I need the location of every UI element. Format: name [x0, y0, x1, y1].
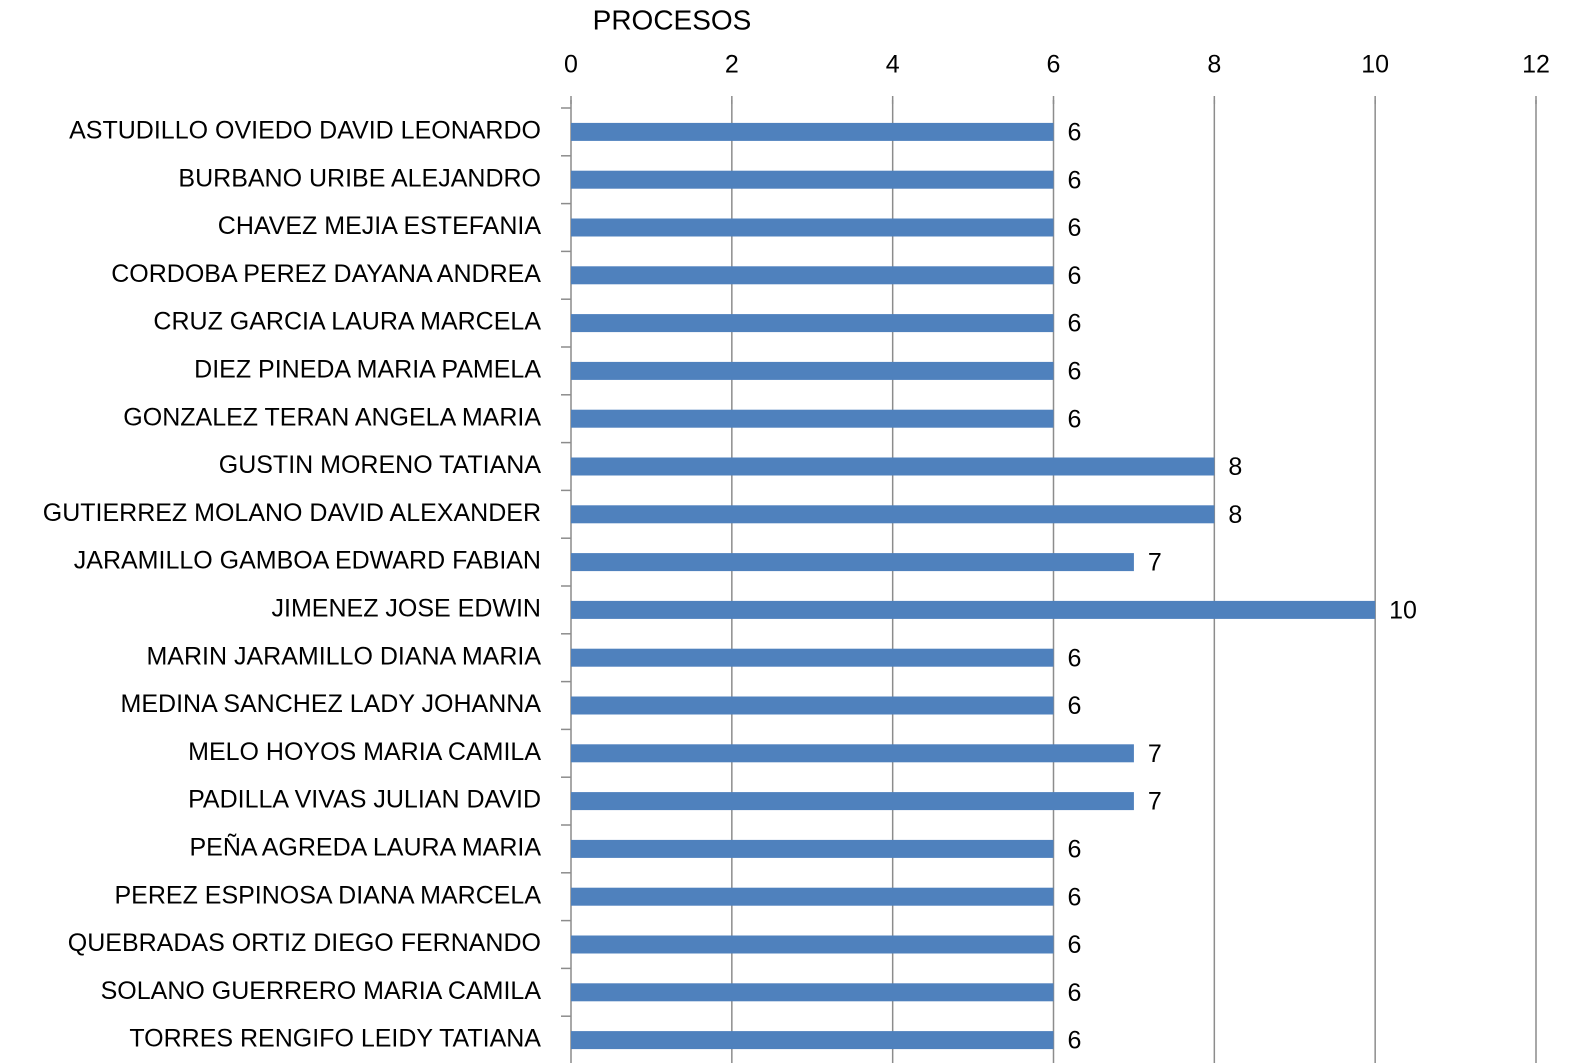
x-tick-label: 4 — [886, 51, 900, 79]
bar — [571, 505, 1215, 524]
y-tick-label: GUTIERREZ MOLANO DAVID ALEXANDER — [43, 499, 541, 527]
bar — [571, 1031, 1054, 1050]
y-tick-label: MARIN JARAMILLO DIANA MARIA — [146, 642, 541, 670]
y-tick-label: CRUZ GARCIA LAURA MARCELA — [153, 308, 541, 336]
x-tick-label: 10 — [1361, 51, 1389, 79]
value-label: 6 — [1068, 166, 1082, 194]
bar — [571, 696, 1054, 715]
value-label: 6 — [1068, 979, 1082, 1007]
y-tick-label: BURBANO URIBE ALEJANDRO — [178, 164, 541, 192]
y-tick-label: MEDINA SANCHEZ LADY JOHANNA — [121, 690, 542, 718]
value-label: 7 — [1148, 788, 1162, 816]
bar — [571, 792, 1134, 811]
y-tick-label: QUEBRADAS ORTIZ DIEGO FERNANDO — [68, 929, 541, 957]
bar — [571, 887, 1054, 906]
y-tick-label: PADILLA VIVAS JULIAN DAVID — [188, 786, 541, 814]
bar — [571, 935, 1054, 954]
y-tick-label: JARAMILLO GAMBOA EDWARD FABIAN — [74, 547, 541, 575]
bar — [571, 457, 1215, 476]
bar — [571, 744, 1134, 763]
value-label: 6 — [1068, 310, 1082, 338]
bar — [571, 266, 1054, 285]
value-label: 6 — [1068, 931, 1082, 959]
y-tick-label: PEÑA AGREDA LAURA MARIA — [189, 833, 541, 862]
value-label: 6 — [1068, 836, 1082, 864]
value-label: 6 — [1068, 883, 1082, 911]
y-tick-label: PEREZ ESPINOSA DIANA MARCELA — [114, 881, 541, 909]
y-tick-label: CHAVEZ MEJIA ESTEFANIA — [218, 212, 542, 240]
y-tick-label: SOLANO GUERRERO MARIA CAMILA — [101, 977, 542, 1005]
bar — [571, 983, 1054, 1002]
x-tick-label: 6 — [1047, 51, 1061, 79]
bar — [571, 361, 1054, 380]
y-tick-label: ASTUDILLO OVIEDO DAVID LEONARDO — [69, 117, 541, 145]
value-label: 7 — [1148, 740, 1162, 768]
value-label: 7 — [1148, 549, 1162, 577]
value-label: 10 — [1389, 597, 1417, 625]
bar — [571, 409, 1054, 428]
bar — [571, 170, 1054, 189]
x-tick-label: 2 — [725, 51, 739, 79]
value-label: 6 — [1068, 262, 1082, 290]
value-label: 8 — [1228, 453, 1242, 481]
y-tick-label: GONZALEZ TERAN ANGELA MARIA — [123, 403, 541, 431]
value-label: 6 — [1068, 1027, 1082, 1055]
bar — [571, 600, 1376, 619]
bar — [571, 122, 1054, 141]
bar — [571, 553, 1134, 572]
bar — [571, 314, 1054, 333]
chart-title: PROCESOS — [593, 4, 752, 35]
y-tick-label: DIEZ PINEDA MARIA PAMELA — [194, 356, 541, 384]
value-label: 6 — [1068, 692, 1082, 720]
y-tick-label: MELO HOYOS MARIA CAMILA — [188, 738, 541, 766]
value-label: 6 — [1068, 214, 1082, 242]
x-tick-label: 8 — [1207, 51, 1221, 79]
x-tick-label: 12 — [1522, 51, 1550, 79]
bar — [571, 218, 1054, 237]
value-label: 6 — [1068, 119, 1082, 147]
bar — [571, 839, 1054, 858]
bar — [571, 648, 1054, 667]
value-label: 6 — [1068, 644, 1082, 672]
x-tick-label: 0 — [564, 51, 578, 79]
y-tick-label: JIMENEZ JOSE EDWIN — [272, 595, 541, 623]
value-label: 6 — [1068, 358, 1082, 386]
y-tick-label: CORDOBA PEREZ DAYANA ANDREA — [111, 260, 541, 288]
y-tick-label: TORRES RENGIFO LEIDY TATIANA — [129, 1025, 541, 1053]
value-label: 8 — [1228, 501, 1242, 529]
y-tick-label: GUSTIN MORENO TATIANA — [219, 451, 542, 479]
value-label: 6 — [1068, 405, 1082, 433]
